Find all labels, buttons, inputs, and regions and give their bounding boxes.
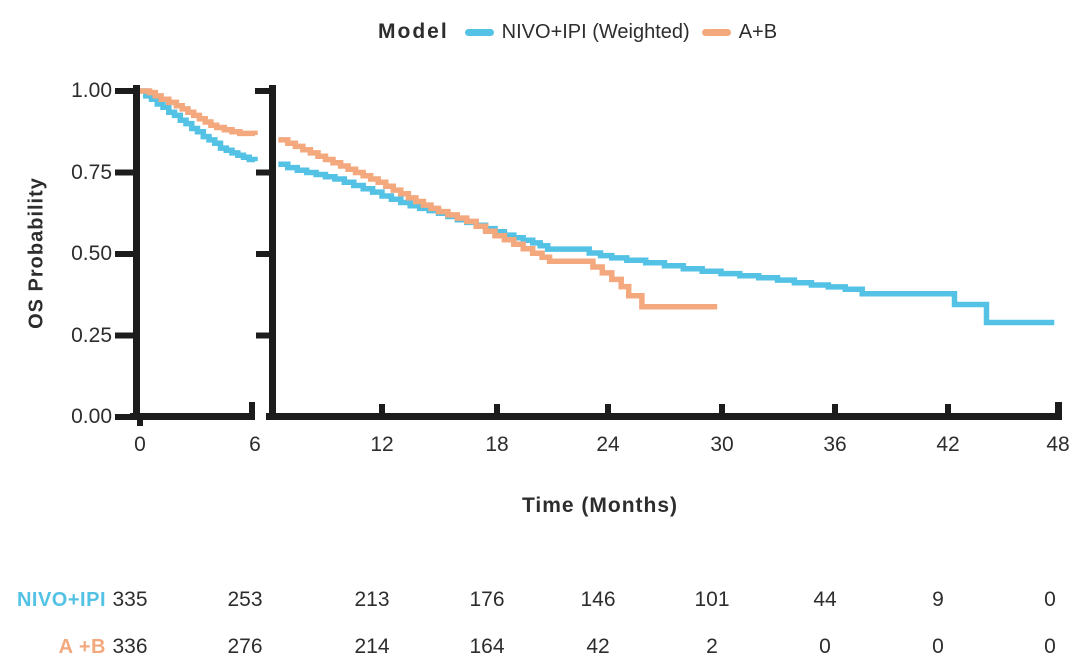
x-tick-label: 30 — [710, 433, 734, 456]
legend-label-a-plus-b: A+B — [738, 20, 778, 43]
risk-row-label-a-plus-b: A +B — [58, 636, 106, 658]
x-tick-42-mark — [945, 404, 951, 413]
risk-value: 213 — [354, 588, 390, 611]
legend-swatch-a-plus-b-icon — [701, 28, 731, 36]
axes — [115, 85, 1062, 426]
km-curves — [140, 88, 1055, 326]
x-axis-panel1 — [130, 413, 255, 420]
x-tick-30-mark — [719, 404, 725, 413]
x-axis-panel1-end-cap — [249, 402, 255, 413]
x-tick-label: 36 — [823, 433, 847, 456]
y-tick-0.50 — [115, 251, 136, 257]
y-axis-line — [133, 85, 140, 419]
break-tick-1.00 — [255, 88, 269, 94]
break-tick-0.75 — [256, 169, 269, 176]
x-tick-0-mark — [137, 413, 143, 426]
x-axis-panel2 — [266, 413, 1062, 420]
x-tick-24-mark — [605, 404, 611, 413]
km-curve-nivo-ipi-weighted — [278, 161, 1055, 326]
risk-value: 164 — [469, 635, 505, 658]
risk-value: 42 — [586, 635, 610, 658]
risk-value: 176 — [469, 588, 505, 611]
x-tick-12-mark — [379, 404, 385, 413]
legend-item-nivo-ipi-weighted: NIVO+IPI (Weighted) — [464, 20, 690, 44]
legend: Model NIVO+IPI (Weighted) A+B — [378, 20, 789, 44]
risk-value: 214 — [354, 635, 390, 658]
km-curve-nivo-ipi-weighted — [140, 88, 258, 163]
risk-value: 9 — [932, 588, 944, 611]
y-tick-label: 0.75 — [71, 161, 112, 184]
risk-value: 336 — [112, 635, 148, 658]
x-tick-label: 18 — [485, 433, 509, 456]
y-tick-label: 1.00 — [71, 79, 112, 102]
x-tick-label: 0 — [134, 433, 146, 456]
x-tick-label: 24 — [596, 433, 620, 456]
x-tick-label: 48 — [1046, 433, 1070, 456]
x-axis-panel2-end-cap — [1055, 402, 1062, 413]
risk-value: 0 — [1044, 588, 1056, 611]
risk-value: 335 — [112, 588, 148, 611]
x-tick-label: 42 — [936, 433, 960, 456]
risk-value: 253 — [227, 588, 263, 611]
x-tick-36-mark — [832, 404, 838, 413]
legend-title: Model — [378, 20, 449, 43]
risk-value: 101 — [694, 588, 730, 611]
break-tick-0.50 — [256, 251, 269, 257]
risk-value: 276 — [227, 635, 263, 658]
risk-row-label-nivo-ipi: NIVO+IPI — [16, 589, 106, 611]
legend-item-a-plus-b: A+B — [701, 20, 778, 44]
legend-swatch-nivo-ipi-icon — [464, 28, 494, 36]
x-tick-label: 6 — [249, 433, 261, 456]
y-tick-1.00 — [115, 88, 136, 94]
y-tick-label: 0.00 — [71, 405, 112, 428]
break-tick-0.25 — [256, 332, 269, 339]
x-tick-label: 12 — [370, 433, 394, 456]
legend-label-nivo-ipi-weighted: NIVO+IPI (Weighted) — [501, 20, 690, 43]
y-tick-0.25 — [115, 332, 136, 339]
risk-value: 0 — [819, 635, 831, 658]
km-curve-a-plus-b — [140, 88, 258, 137]
y-tick-0.75 — [115, 169, 136, 176]
risk-value: 0 — [1044, 635, 1056, 658]
y-tick-0.00 — [115, 414, 136, 420]
risk-value: 2 — [706, 635, 718, 658]
risk-value: 146 — [580, 588, 616, 611]
x-tick-18-mark — [494, 404, 500, 413]
risk-value: 44 — [813, 588, 837, 611]
axis-break-left-line — [269, 85, 276, 419]
risk-value: 0 — [932, 635, 944, 658]
km-curve-a-plus-b — [278, 137, 718, 310]
y-tick-label: 0.50 — [71, 242, 112, 265]
y-tick-label: 0.25 — [71, 324, 112, 347]
x-axis-title: Time (Months) — [521, 494, 679, 517]
